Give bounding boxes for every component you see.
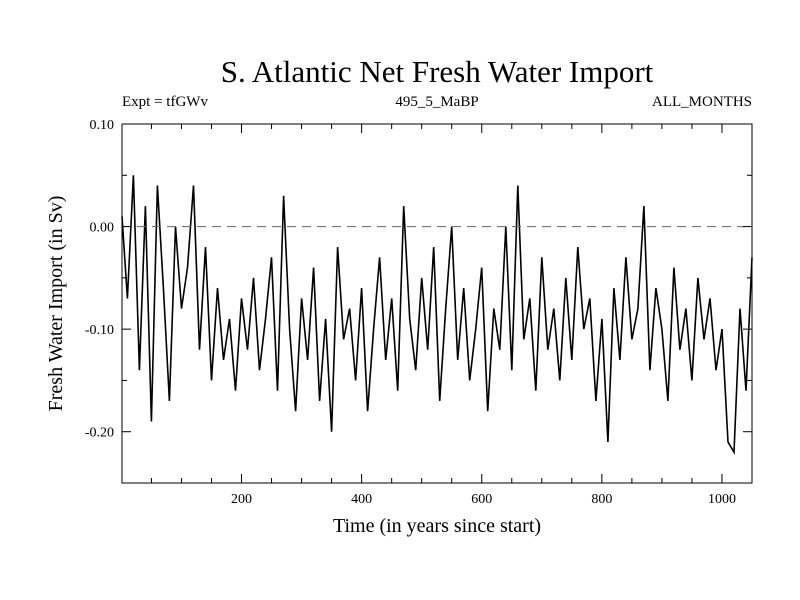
months-label: ALL_MONTHS <box>652 94 752 110</box>
y-tick-label: 0.10 <box>90 118 115 133</box>
x-axis-label: Time (in years since start) <box>333 515 541 537</box>
x-tick-label: 600 <box>471 492 492 507</box>
series-line <box>121 175 753 455</box>
y-tick-label: -0.20 <box>85 426 114 441</box>
y-axis-label: Fresh Water Import (in Sv) <box>45 196 67 412</box>
x-tick-label: 800 <box>591 492 612 507</box>
y-tick-label: 0.00 <box>90 221 115 236</box>
run-label: 495_5_MaBP <box>395 94 479 110</box>
x-tick-label: 200 <box>231 492 252 507</box>
x-tick-label: 400 <box>351 492 372 507</box>
y-tick-label: -0.10 <box>85 323 114 338</box>
experiment-label: Expt = tfGWv <box>122 94 208 110</box>
chart-title: S. Atlantic Net Fresh Water Import <box>220 54 654 89</box>
plot-frame <box>121 123 753 484</box>
x-tick-label: 1000 <box>708 492 736 507</box>
